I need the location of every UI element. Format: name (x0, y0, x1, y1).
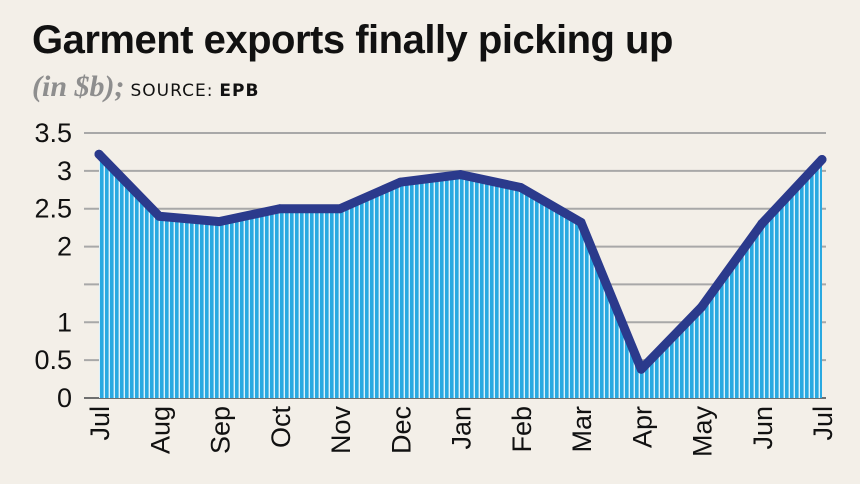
x-tick-label-11: Jun (748, 406, 778, 450)
x-tick-label-4: Nov (326, 406, 356, 455)
x-tick-label-3: Oct (266, 406, 296, 449)
subtitle-row: (in $b); SOURCE: EPB (32, 70, 259, 104)
data-point-feb-7 (516, 183, 526, 193)
data-point-nov-4 (335, 204, 345, 214)
data-point-jul-12 (817, 155, 827, 164)
data-point-jan-6 (456, 170, 465, 180)
data-point-jun-11 (757, 219, 767, 229)
x-tick-label-9: Apr (627, 406, 657, 448)
x-axis-ticks: Jul Aug Sep Oct Nov Dec Jan Feb Mar Apr May Jun Jul (85, 406, 838, 458)
x-tick-label-7: Feb (507, 406, 537, 453)
source-name: EPB (219, 81, 260, 101)
y-tick-label-1: 0.5 (34, 345, 72, 375)
source-label: SOURCE: (130, 81, 214, 101)
data-point-mar-8 (576, 217, 586, 227)
x-tick-label-6: Jan (447, 406, 477, 450)
y-tick-label-2: 1 (57, 307, 72, 337)
data-point-dec-5 (395, 177, 405, 187)
area-fill (99, 154, 822, 398)
data-point-jul-0 (94, 149, 104, 159)
y-axis-ticks: 0 0.5 1 2 2.5 3 3.5 (34, 118, 72, 413)
y-tick-label-4: 2 (57, 232, 72, 262)
y-tick-label-6: 3 (57, 156, 72, 186)
data-point-apr-9 (636, 364, 646, 374)
y-tick-label-7: 3.5 (34, 118, 72, 148)
x-tick-label-8: Mar (567, 406, 597, 453)
y-tick-label-0: 0 (57, 383, 72, 413)
x-tick-label-5: Dec (386, 406, 416, 454)
x-tick-label-2: Sep (206, 406, 236, 454)
area-shape (99, 154, 822, 398)
unit-label: (in $b); (32, 70, 125, 103)
chart-title: Garment exports finally picking up (32, 18, 673, 62)
y-tick-label-5: 2.5 (34, 194, 72, 224)
data-point-oct-3 (275, 204, 285, 214)
x-tick-label-1: Aug (145, 406, 175, 454)
x-tick-label-10: May (688, 406, 718, 458)
x-tick-label-12: Jul (808, 406, 838, 441)
data-points (94, 149, 827, 374)
data-point-may-10 (697, 302, 706, 312)
data-point-sep-2 (215, 217, 224, 227)
data-point-aug-1 (154, 211, 164, 221)
x-tick-label-0: Jul (85, 406, 115, 441)
